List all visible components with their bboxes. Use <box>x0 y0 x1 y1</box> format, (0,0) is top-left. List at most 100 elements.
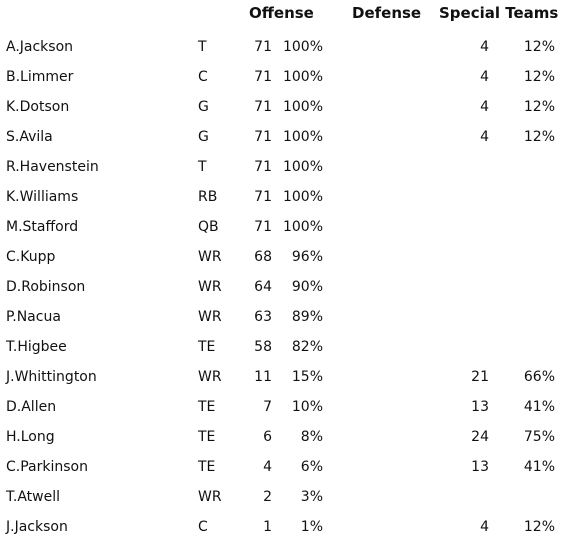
offense-snaps: 2 <box>263 489 272 505</box>
table-row: H.Long TE 6 8% 24 75% <box>0 422 562 452</box>
header-defense: Defense <box>352 4 422 22</box>
player-position: TE <box>198 459 216 475</box>
offense-snaps: 71 <box>254 129 272 145</box>
offense-snaps: 71 <box>254 99 272 115</box>
offense-percent: 100% <box>282 189 323 205</box>
offense-snaps: 71 <box>254 39 272 55</box>
offense-snaps: 71 <box>254 159 272 175</box>
special-teams-percent: 12% <box>523 69 555 85</box>
offense-percent: 100% <box>282 129 323 145</box>
offense-percent: 6% <box>300 459 323 475</box>
offense-snaps: 71 <box>254 189 272 205</box>
offense-snaps: 58 <box>254 339 272 355</box>
offense-percent: 96% <box>291 249 323 265</box>
offense-snaps: 64 <box>254 279 272 295</box>
offense-snaps: 1 <box>263 519 272 535</box>
table-row: R.Havenstein T 71 100% <box>0 152 562 182</box>
offense-snaps: 71 <box>254 69 272 85</box>
player-name: A.Jackson <box>6 39 74 55</box>
header-special-teams: Special Teams <box>439 4 559 22</box>
special-teams-percent: 12% <box>523 39 555 55</box>
offense-percent: 1% <box>300 519 323 535</box>
player-position: T <box>198 159 207 175</box>
table-row: K.Williams RB 71 100% <box>0 182 562 212</box>
player-name: T.Atwell <box>6 489 61 505</box>
table-row: S.Avila G 71 100% 4 12% <box>0 122 562 152</box>
special-teams-percent: 66% <box>523 369 555 385</box>
offense-percent: 100% <box>282 69 323 85</box>
special-teams-snaps: 4 <box>480 69 489 85</box>
offense-percent: 100% <box>282 219 323 235</box>
player-name: J.Whittington <box>6 369 97 385</box>
player-position: TE <box>198 339 216 355</box>
special-teams-snaps: 4 <box>480 99 489 115</box>
table-row: C.Parkinson TE 4 6% 13 41% <box>0 452 562 482</box>
player-position: T <box>198 39 207 55</box>
player-name: C.Kupp <box>6 249 56 265</box>
table-row: T.Higbee TE 58 82% <box>0 332 562 362</box>
special-teams-snaps: 4 <box>480 39 489 55</box>
player-position: RB <box>198 189 218 205</box>
special-teams-percent: 12% <box>523 129 555 145</box>
player-name: R.Havenstein <box>6 159 99 175</box>
player-name: D.Allen <box>6 399 57 415</box>
table-row: K.Dotson G 71 100% 4 12% <box>0 92 562 122</box>
offense-percent: 100% <box>282 159 323 175</box>
table-row: J.Jackson C 1 1% 4 12% <box>0 512 562 542</box>
special-teams-snaps: 13 <box>471 459 489 475</box>
player-position: TE <box>198 429 216 445</box>
special-teams-snaps: 21 <box>471 369 489 385</box>
player-name: C.Parkinson <box>6 459 88 475</box>
table-row: A.Jackson T 71 100% 4 12% <box>0 32 562 62</box>
offense-percent: 15% <box>291 369 323 385</box>
table-row: T.Atwell WR 2 3% <box>0 482 562 512</box>
special-teams-percent: 41% <box>523 399 555 415</box>
player-position: WR <box>198 489 222 505</box>
table-row: B.Limmer C 71 100% 4 12% <box>0 62 562 92</box>
table-row: P.Nacua WR 63 89% <box>0 302 562 332</box>
table-row: M.Stafford QB 71 100% <box>0 212 562 242</box>
player-position: WR <box>198 309 222 325</box>
player-position: C <box>198 519 208 535</box>
player-position: TE <box>198 399 216 415</box>
player-name: J.Jackson <box>6 519 68 535</box>
offense-percent: 89% <box>291 309 323 325</box>
offense-snaps: 11 <box>254 369 272 385</box>
special-teams-snaps: 24 <box>471 429 489 445</box>
special-teams-percent: 12% <box>523 99 555 115</box>
special-teams-percent: 12% <box>523 519 555 535</box>
player-name: H.Long <box>6 429 55 445</box>
table-row: D.Allen TE 7 10% 13 41% <box>0 392 562 422</box>
player-name: K.Williams <box>6 189 79 205</box>
player-name: B.Limmer <box>6 69 74 85</box>
offense-percent: 100% <box>282 39 323 55</box>
offense-percent: 8% <box>300 429 323 445</box>
offense-percent: 100% <box>282 99 323 115</box>
offense-snaps: 6 <box>263 429 272 445</box>
offense-snaps: 7 <box>263 399 272 415</box>
offense-percent: 3% <box>300 489 323 505</box>
table-row: C.Kupp WR 68 96% <box>0 242 562 272</box>
player-position: WR <box>198 279 222 295</box>
player-position: WR <box>198 369 222 385</box>
player-position: G <box>198 129 209 145</box>
table-row: D.Robinson WR 64 90% <box>0 272 562 302</box>
player-name: S.Avila <box>6 129 53 145</box>
table-row: J.Whittington WR 11 15% 21 66% <box>0 362 562 392</box>
special-teams-snaps: 4 <box>480 519 489 535</box>
offense-snaps: 71 <box>254 219 272 235</box>
offense-percent: 10% <box>291 399 323 415</box>
player-position: G <box>198 99 209 115</box>
special-teams-snaps: 4 <box>480 129 489 145</box>
offense-percent: 90% <box>291 279 323 295</box>
player-name: D.Robinson <box>6 279 86 295</box>
offense-percent: 82% <box>291 339 323 355</box>
offense-snaps: 4 <box>263 459 272 475</box>
special-teams-percent: 75% <box>523 429 555 445</box>
player-position: QB <box>198 219 219 235</box>
offense-snaps: 68 <box>254 249 272 265</box>
player-name: T.Higbee <box>6 339 67 355</box>
special-teams-snaps: 13 <box>471 399 489 415</box>
player-name: K.Dotson <box>6 99 70 115</box>
